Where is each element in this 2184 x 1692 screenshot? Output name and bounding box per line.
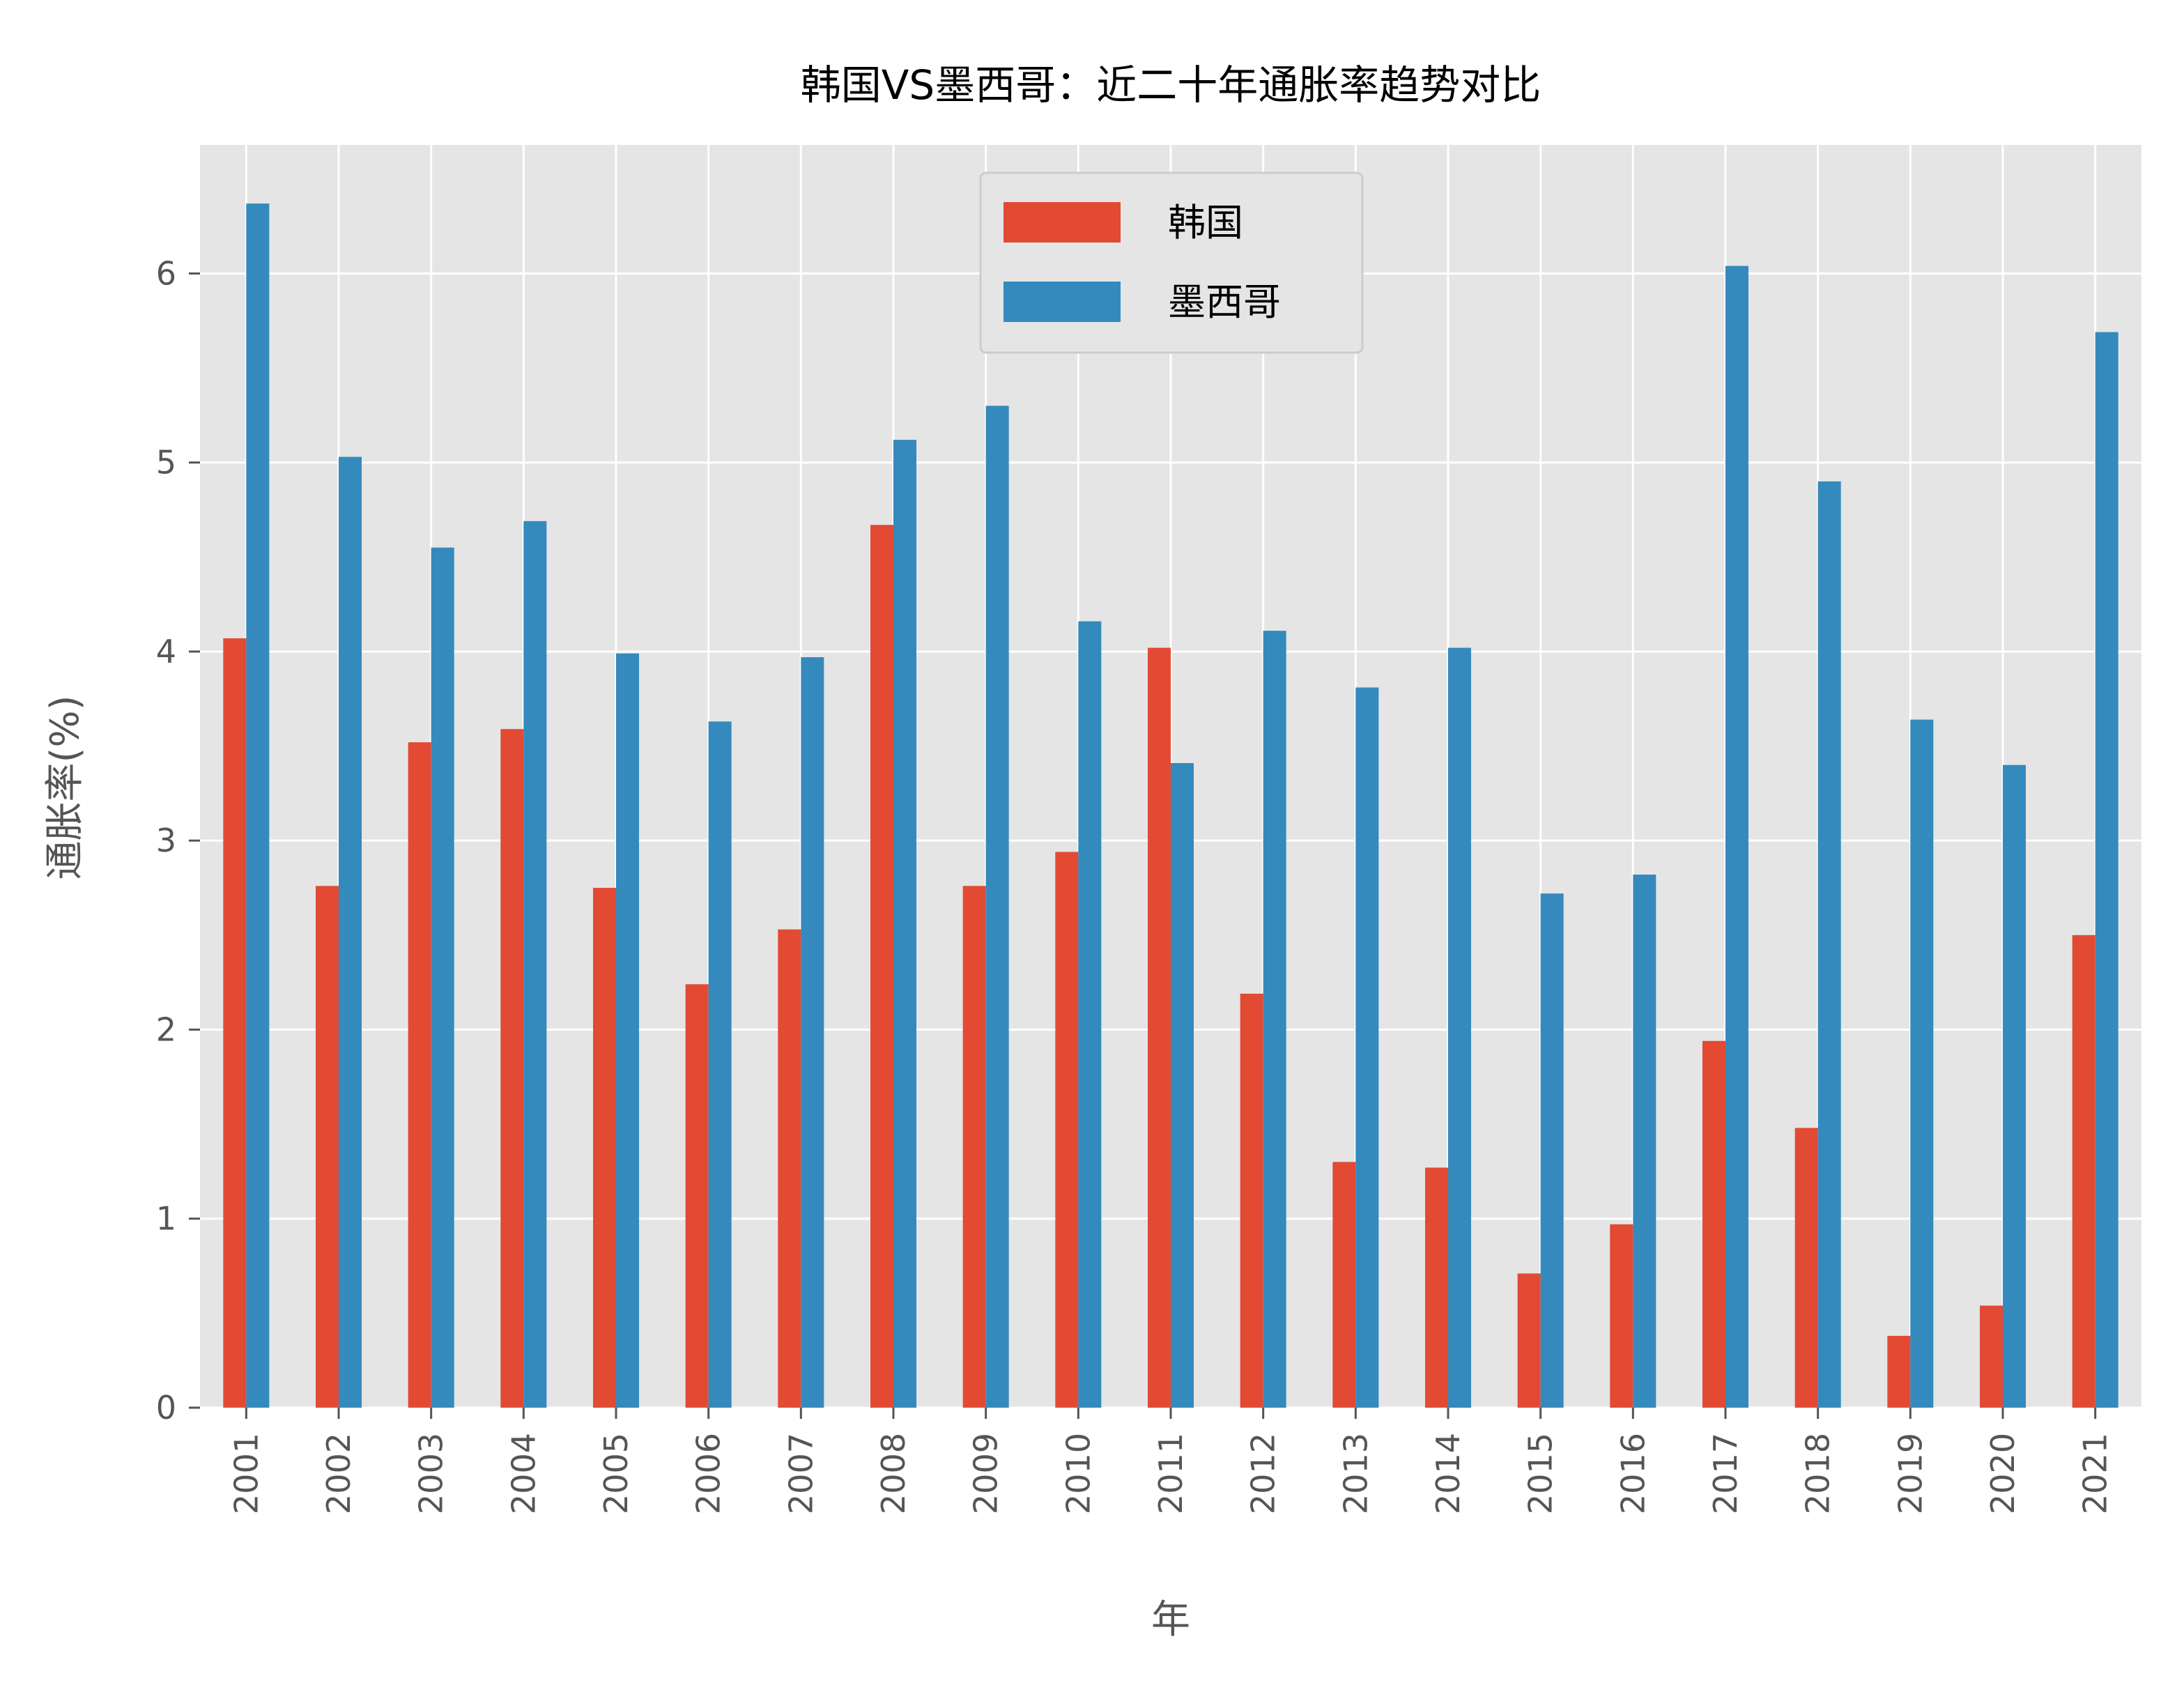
x-tick-label: 2015 [1522,1433,1560,1514]
x-tick-label: 2012 [1245,1433,1282,1514]
x-tick-label: 2018 [1799,1433,1837,1514]
x-tick-label: 2009 [967,1433,1005,1514]
bar-mexico-2013 [1355,687,1379,1408]
y-axis-label: 通胀率(%) [43,695,88,880]
x-tick-label: 2020 [1984,1433,2022,1514]
bar-mexico-2005 [616,653,639,1408]
axis-ticks: 0 1 2 3 4 5 6 2001 2002 2003 2004 2005 2006 2007 2008 2… [156,254,2114,1514]
x-tick-label: 2002 [320,1433,357,1514]
bars [223,203,2118,1408]
x-tick-label: 2001 [227,1433,265,1514]
bar-korea-2016 [1610,1224,1633,1408]
x-tick-label: 2019 [1891,1433,1929,1514]
x-tick-label: 2008 [875,1433,912,1514]
legend-label-mexico: 墨西哥 [1168,280,1281,324]
bar-korea-2003 [408,742,431,1408]
bar-korea-2017 [1702,1040,1725,1408]
bar-korea-2008 [870,525,893,1408]
x-tick-label: 2013 [1337,1433,1374,1514]
bar-mexico-2011 [1171,763,1194,1408]
y-tick-label: 4 [156,633,176,670]
y-tick-label: 3 [156,822,176,859]
bar-mexico-2018 [1817,481,1841,1408]
legend-box [979,171,1364,354]
x-tick-label: 2017 [1707,1433,1744,1514]
x-tick-label: 2014 [1429,1433,1467,1514]
bar-mexico-2004 [523,521,547,1408]
bar-korea-2006 [685,984,709,1408]
bar-korea-2001 [223,638,247,1408]
x-tick-label: 2011 [1152,1433,1190,1514]
x-tick-label: 2016 [1614,1433,1652,1514]
x-tick-label: 2003 [413,1433,450,1514]
legend-label-korea: 韩国 [1168,201,1243,245]
bar-mexico-2014 [1448,647,1471,1408]
y-tick-label: 1 [156,1200,176,1238]
y-tick-label: 0 [156,1389,176,1426]
chart-title: 韩国VS墨西哥：近二十年通胀率趋势对比 [801,61,1541,109]
bar-korea-2005 [593,888,616,1408]
x-tick-label: 2006 [690,1433,728,1514]
bar-mexico-2001 [246,203,270,1408]
x-tick-label: 2021 [2077,1433,2114,1514]
bar-korea-2020 [1980,1305,2003,1408]
bar-korea-2007 [778,929,801,1408]
bar-mexico-2019 [1910,719,1934,1408]
bar-mexico-2009 [985,406,1009,1408]
bar-mexico-2016 [1633,875,1656,1408]
bar-korea-2019 [1887,1335,1911,1408]
bar-korea-2010 [1055,852,1079,1408]
bar-mexico-2012 [1263,631,1286,1408]
y-tick-label: 6 [156,254,176,292]
bar-mexico-2007 [801,657,824,1408]
bar-mexico-2017 [1725,266,1748,1408]
bar-mexico-2008 [893,440,916,1408]
legend: 韩国 墨西哥 [979,171,1364,354]
legend-swatch-korea [1003,202,1121,243]
y-tick-label: 5 [156,444,176,482]
x-tick-label: 2005 [597,1433,635,1514]
bar-korea-2015 [1517,1273,1541,1408]
bar-mexico-2021 [2095,332,2118,1408]
bar-mexico-2015 [1540,893,1564,1408]
bar-mexico-2006 [708,721,732,1408]
x-tick-label: 2007 [782,1433,820,1514]
bar-korea-2011 [1148,647,1171,1408]
bar-mexico-2010 [1078,621,1102,1408]
bar-korea-2012 [1240,993,1263,1408]
bar-mexico-2020 [2003,764,2026,1408]
bar-korea-2013 [1332,1162,1356,1408]
bar-korea-2014 [1425,1167,1448,1408]
bar-korea-2021 [2072,935,2095,1408]
y-tick-label: 2 [156,1010,176,1048]
x-tick-label: 2010 [1059,1433,1097,1514]
bar-korea-2004 [500,729,524,1408]
bar-korea-2002 [316,886,339,1408]
bar-korea-2009 [962,886,986,1408]
bar-mexico-2002 [339,456,362,1408]
x-axis-label: 年 [1151,1597,1190,1643]
legend-swatch-mexico [1003,282,1121,322]
x-tick-label: 2004 [505,1433,542,1514]
bar-korea-2018 [1794,1128,1818,1408]
bar-mexico-2003 [431,547,454,1408]
